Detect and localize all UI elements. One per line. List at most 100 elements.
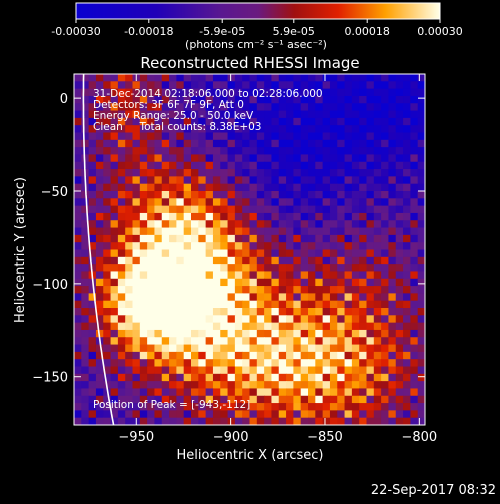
heatmap-cell bbox=[88, 125, 97, 134]
heatmap-cell bbox=[81, 315, 90, 324]
heatmap-cell bbox=[315, 74, 324, 82]
heatmap-cell bbox=[344, 220, 353, 229]
heatmap-cell bbox=[125, 308, 134, 316]
heatmap-cell bbox=[117, 154, 126, 163]
heatmap-cell bbox=[278, 264, 287, 273]
heatmap-cell bbox=[139, 315, 148, 324]
heatmap-cell bbox=[125, 132, 134, 141]
heatmap-cell bbox=[388, 169, 397, 177]
heatmap-cell bbox=[293, 205, 302, 214]
heatmap-cell bbox=[191, 351, 199, 360]
heatmap-cell bbox=[308, 381, 316, 390]
heatmap-cell bbox=[242, 161, 251, 170]
heatmap-cell bbox=[95, 329, 104, 338]
heatmap-cell bbox=[205, 249, 214, 258]
heatmap-cell bbox=[198, 242, 207, 251]
heatmap-cell bbox=[154, 271, 163, 280]
heatmap-cell bbox=[161, 74, 170, 82]
heatmap-cell bbox=[242, 271, 251, 280]
heatmap-cell bbox=[403, 256, 411, 265]
heatmap-cell bbox=[388, 234, 397, 243]
heatmap-cell bbox=[359, 403, 368, 411]
heatmap-cell bbox=[198, 125, 207, 134]
heatmap-cell bbox=[220, 373, 229, 382]
heatmap-cell bbox=[103, 337, 112, 346]
heatmap-cell bbox=[191, 271, 199, 280]
heatmap-cell bbox=[403, 286, 411, 294]
heatmap-cell bbox=[198, 300, 207, 309]
heatmap-cell bbox=[161, 417, 170, 425]
heatmap-cell bbox=[271, 264, 280, 273]
heatmap-cell bbox=[264, 117, 273, 126]
heatmap-cell bbox=[322, 95, 331, 104]
heatmap-cell bbox=[212, 308, 221, 316]
heatmap-cell bbox=[234, 373, 243, 382]
heatmap-cell bbox=[161, 154, 170, 163]
heatmap-cell bbox=[154, 300, 163, 309]
heatmap-cell bbox=[205, 366, 214, 375]
heatmap-cell bbox=[125, 147, 134, 156]
heatmap-cell bbox=[286, 103, 294, 112]
heatmap-cell bbox=[198, 191, 207, 199]
heatmap-cell bbox=[300, 381, 309, 390]
heatmap-cell bbox=[300, 388, 309, 397]
heatmap-cell bbox=[373, 337, 382, 346]
heatmap-cell bbox=[95, 198, 104, 207]
heatmap-cell bbox=[403, 271, 411, 280]
heatmap-cell bbox=[220, 322, 229, 331]
heatmap-cell bbox=[300, 278, 309, 287]
heatmap-cell bbox=[81, 381, 90, 390]
heatmap-cell bbox=[117, 366, 126, 375]
heatmap-cell bbox=[344, 403, 353, 411]
heatmap-cell bbox=[300, 403, 309, 411]
heatmap-cell bbox=[329, 373, 338, 382]
heatmap-cell bbox=[395, 344, 404, 353]
heatmap-cell bbox=[183, 74, 192, 82]
heatmap-cell bbox=[103, 351, 112, 360]
heatmap-cell bbox=[293, 329, 302, 338]
heatmap-cell bbox=[169, 249, 177, 258]
heatmap-cell bbox=[198, 81, 207, 90]
heatmap-cell bbox=[322, 329, 331, 338]
heatmap-cell bbox=[315, 234, 324, 243]
heatmap-cell bbox=[103, 139, 112, 148]
heatmap-cell bbox=[74, 300, 82, 309]
heatmap-cell bbox=[271, 373, 280, 382]
heatmap-cell bbox=[278, 315, 287, 324]
heatmap-cell bbox=[264, 205, 273, 214]
heatmap-cell bbox=[125, 161, 134, 170]
heatmap-cell bbox=[271, 117, 280, 126]
heatmap-cell bbox=[117, 315, 126, 324]
heatmap-cell bbox=[403, 351, 411, 360]
heatmap-cell bbox=[278, 147, 287, 156]
heatmap-cell bbox=[322, 191, 331, 199]
y-axis-ticks: 0−50−100−150 bbox=[32, 92, 425, 386]
heatmap-cell bbox=[125, 227, 134, 236]
heatmap-cell bbox=[132, 308, 141, 316]
heatmap-cell bbox=[154, 417, 163, 425]
heatmap-cell bbox=[139, 381, 148, 390]
heatmap-cell bbox=[351, 388, 360, 397]
heatmap-cell bbox=[132, 395, 141, 404]
heatmap-cell bbox=[329, 315, 338, 324]
heatmap-cell bbox=[264, 161, 273, 170]
heatmap-cell bbox=[74, 249, 82, 258]
heatmap-cell bbox=[205, 191, 214, 199]
heatmap-cell bbox=[271, 359, 280, 368]
heatmap-cell bbox=[103, 256, 112, 265]
heatmap-cell bbox=[161, 183, 170, 192]
heatmap-cell bbox=[161, 264, 170, 273]
heatmap-cell bbox=[161, 212, 170, 221]
heatmap-cell bbox=[81, 388, 90, 397]
heatmap-cell bbox=[161, 198, 170, 207]
heatmap-cell bbox=[278, 410, 287, 419]
heatmap-cell bbox=[381, 132, 390, 141]
heatmap-cell bbox=[410, 417, 419, 425]
heatmap-cell bbox=[103, 147, 112, 156]
heatmap-cell bbox=[359, 315, 368, 324]
heatmap-cell bbox=[234, 366, 243, 375]
heatmap-cell bbox=[191, 308, 199, 316]
heatmap-cell bbox=[366, 388, 375, 397]
heatmap-cell bbox=[147, 88, 156, 97]
heatmap-cell bbox=[417, 278, 425, 287]
